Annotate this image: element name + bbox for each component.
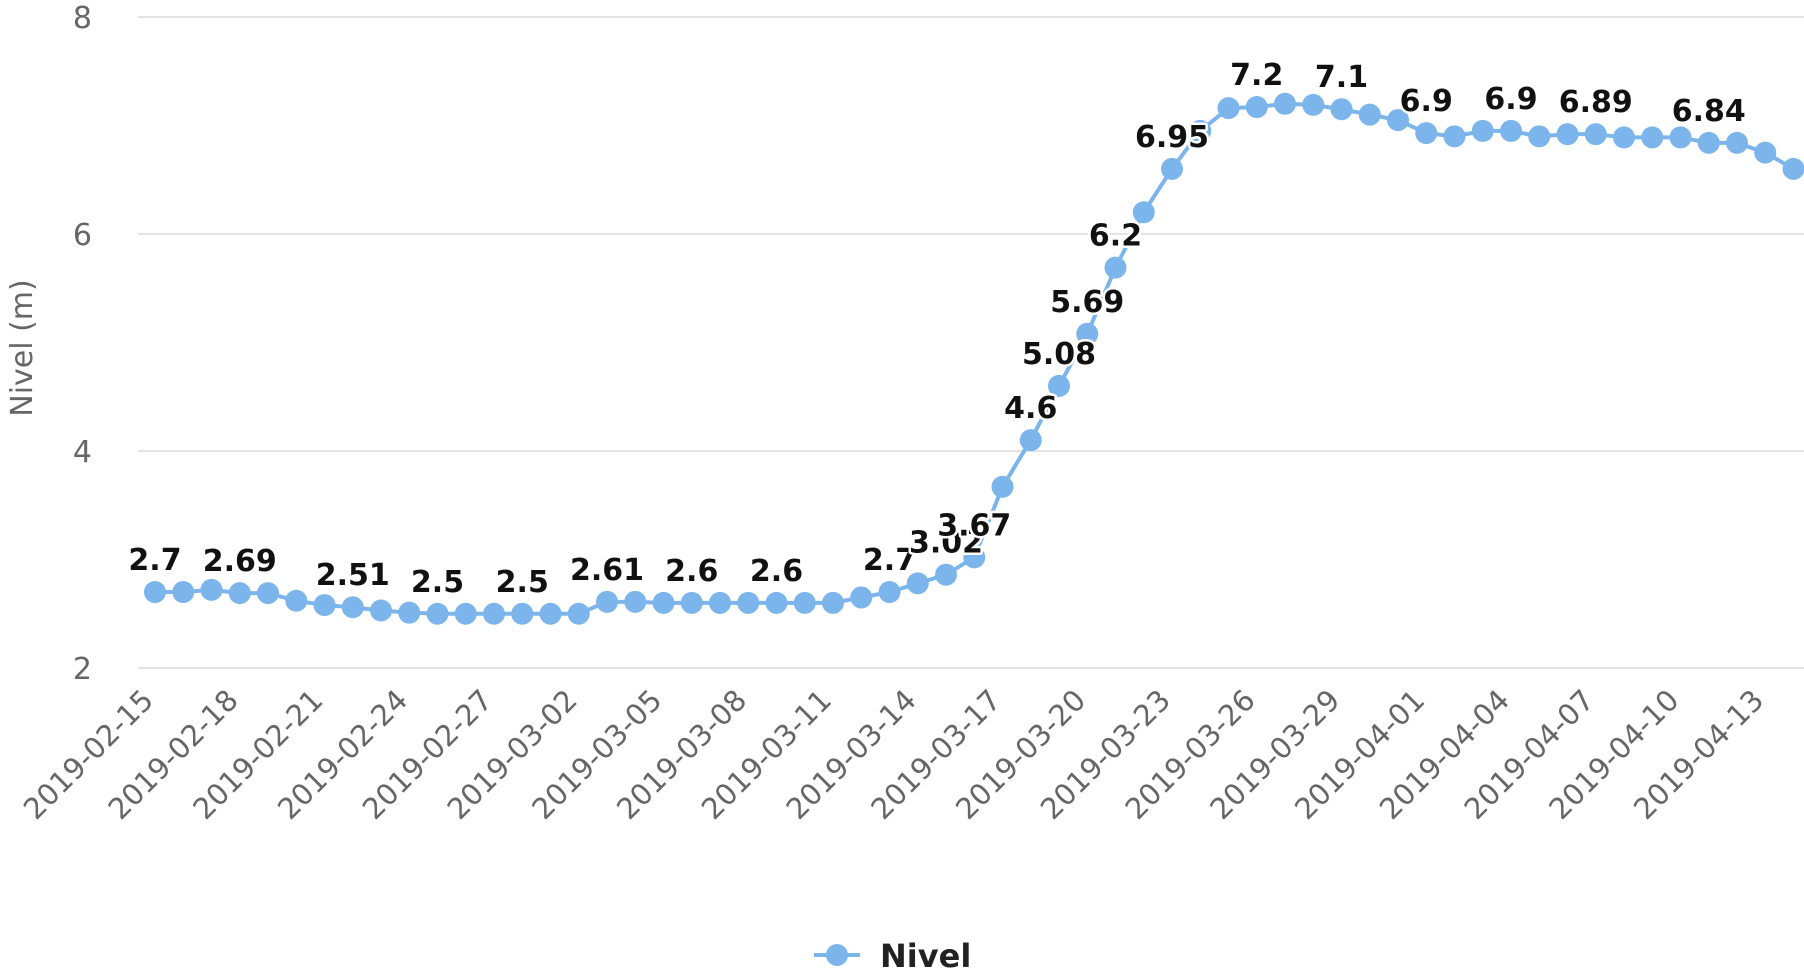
data-point[interactable] [1358,103,1381,126]
data-point[interactable] [1387,109,1409,132]
data-point[interactable] [878,581,901,604]
data-label: 6.9 [1400,84,1453,119]
data-point[interactable] [1471,119,1494,142]
data-point[interactable] [1726,131,1748,154]
data-point[interactable] [822,591,844,614]
data-label: 2.5 [411,565,464,600]
data-point[interactable] [228,582,251,605]
grid-lines [138,16,1804,669]
data-point[interactable] [483,602,505,625]
data-point[interactable] [1217,97,1240,120]
data-label: 6.84 [1672,94,1746,129]
data-label: 2.69 [203,544,277,579]
y-tick-label: 4 [73,435,92,470]
data-label: 5.69 [1050,285,1124,320]
data-point[interactable] [1613,126,1635,149]
data-label: 2.7 [863,543,916,578]
data-point[interactable] [1132,201,1155,224]
y-tick-label: 6 [73,218,92,253]
legend[interactable]: Nivel [814,937,971,975]
data-label: 2.5 [496,565,549,600]
data-point[interactable] [850,586,873,609]
data-point[interactable] [991,475,1014,498]
data-point[interactable] [652,591,675,614]
data-point[interactable] [1245,96,1268,119]
data-label: 6.2 [1089,219,1142,254]
data-point[interactable] [285,589,308,612]
data-point[interactable] [370,599,392,622]
data-point[interactable] [1669,126,1692,149]
data-point[interactable] [1019,429,1042,452]
data-point[interactable] [511,602,534,625]
series-nivel[interactable] [144,92,1804,625]
data-point[interactable] [709,591,731,614]
data-point[interactable] [1443,125,1466,148]
data-point[interactable] [1048,374,1070,397]
y-axis-ticks: 2 4 6 8 [73,1,92,687]
legend-item-nivel[interactable]: Nivel [880,937,971,975]
data-point[interactable] [906,572,929,595]
data-label: 2.61 [570,553,644,588]
data-label: 5.08 [1022,337,1096,372]
data-point[interactable] [1274,92,1296,115]
data-point[interactable] [426,602,449,625]
data-point[interactable] [1584,123,1607,146]
data-point[interactable] [454,602,477,625]
data-label: 2.6 [750,554,803,589]
data-label: 3.67 [937,508,1011,543]
data-point[interactable] [1330,98,1353,121]
data-point[interactable] [398,601,421,624]
y-tick-label: 8 [73,1,92,36]
data-label: 6.9 [1484,82,1537,117]
data-point[interactable] [1754,141,1777,164]
x-axis-ticks: 2019-02-152019-02-182019-02-212019-02-24… [17,683,1770,826]
data-label: 6.95 [1135,120,1209,155]
data-point[interactable] [1104,256,1127,279]
data-label: 2.7 [128,543,181,578]
data-point[interactable] [1500,119,1522,142]
data-point[interactable] [1189,119,1212,142]
data-point[interactable] [935,563,957,586]
data-label: 3.02 [909,526,983,561]
data-point[interactable] [567,602,590,625]
data-label: 2.51 [316,558,390,593]
data-point[interactable] [1641,126,1664,149]
data-point[interactable] [963,546,986,569]
data-point[interactable] [539,602,562,625]
data-point[interactable] [765,591,788,614]
data-point[interactable] [1782,157,1804,180]
data-point[interactable] [200,578,223,601]
data-label: 7.2 [1230,58,1283,93]
data-point[interactable] [737,591,760,614]
data-label: 7.1 [1315,60,1368,95]
data-point[interactable] [596,590,618,613]
data-point[interactable] [1415,122,1438,145]
data-point[interactable] [1697,131,1720,154]
data-point[interactable] [1161,157,1183,180]
y-axis-label: Nivel (m) [5,279,40,417]
data-point[interactable] [313,594,336,617]
legend-marker-icon [826,944,848,966]
data-point[interactable] [1528,125,1551,148]
data-point[interactable] [257,582,279,605]
data-point[interactable] [172,581,195,604]
data-label: 6.89 [1559,85,1633,120]
data-point[interactable] [1556,123,1579,146]
data-point[interactable] [1076,322,1099,345]
data-label: 2.6 [665,554,718,589]
y-tick-label: 2 [73,652,92,687]
data-point[interactable] [793,591,816,614]
data-point[interactable] [680,591,703,614]
data-point[interactable] [624,590,647,613]
data-point[interactable] [1302,93,1325,116]
data-labels: 2.7 2.69 2.51 2.5 2.5 2.61 2.6 2.6 2.73.023.674.… [126,56,1748,603]
data-point[interactable] [341,596,364,619]
data-label: 4.6 [1004,391,1057,426]
data-point[interactable] [144,581,166,604]
